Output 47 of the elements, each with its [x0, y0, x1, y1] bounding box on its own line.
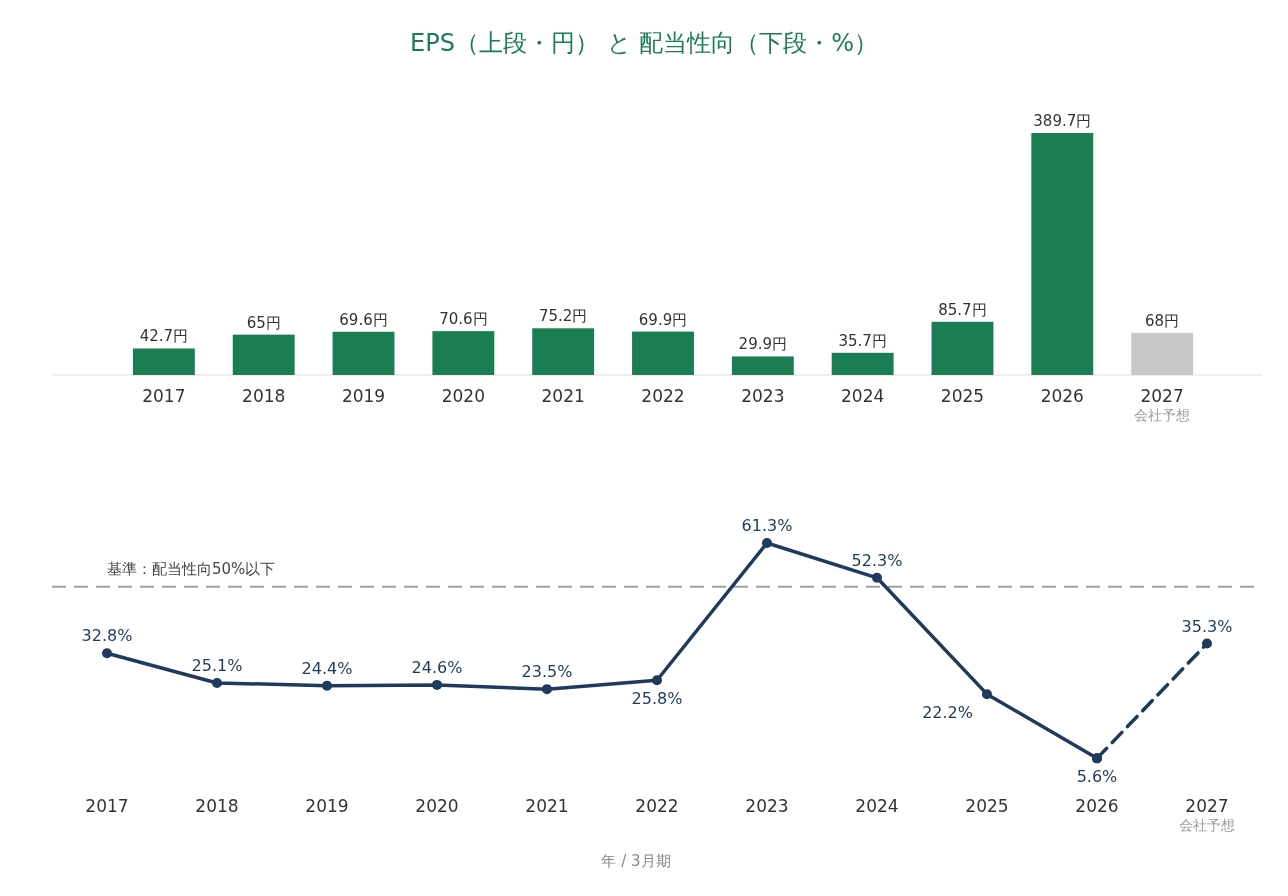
- x-tick-label: 2021: [525, 796, 569, 816]
- data-label: 69.6円: [339, 310, 388, 329]
- data-label: 32.8%: [81, 626, 133, 646]
- data-label: 42.7円: [139, 327, 189, 346]
- x-tick-label: 2019: [341, 386, 386, 406]
- x-tick-label: 2018: [242, 386, 286, 406]
- x-tick-label: 2020: [415, 796, 459, 816]
- data-label: 22.2%: [922, 703, 973, 723]
- x-tick-label: 2017: [85, 796, 129, 816]
- data-label: 85.7円: [938, 300, 987, 319]
- x-tick-label: 2024: [855, 796, 899, 816]
- data-label: 35.7円: [838, 331, 887, 350]
- x-tick-label: 2027 会社予想: [1134, 386, 1191, 423]
- x-tick-label: 2025: [965, 796, 1009, 816]
- x-tick-label: 2017: [142, 386, 186, 406]
- data-label: 389.7円: [1033, 112, 1092, 130]
- x-tick-label: 2026: [1075, 796, 1119, 816]
- chart-title: EPS（上段・円） と 配当性向（下段・%）: [410, 29, 878, 57]
- x-tick-label: 2023: [741, 386, 785, 406]
- data-label: 5.6%: [1076, 767, 1118, 787]
- x-tick-label: 2022: [641, 386, 685, 406]
- data-label: 52.3%: [851, 550, 903, 570]
- x-tick-label: 2021: [541, 386, 585, 406]
- x-axis-title: 年 / 3月期: [601, 852, 671, 870]
- x-tick-label: 2027 会社予想: [1179, 796, 1235, 833]
- x-tick-label: 2020: [441, 386, 485, 406]
- data-label: 29.9円: [738, 335, 788, 354]
- x-tick-label: 2025: [940, 386, 985, 406]
- data-label: 24.4%: [301, 658, 353, 678]
- x-tick-label: 2018: [195, 796, 239, 816]
- data-label: 25.8%: [631, 689, 683, 709]
- x-tick-label: 2023: [745, 796, 789, 816]
- data-label: 69.9円: [638, 310, 688, 329]
- data-label: 61.3%: [741, 516, 793, 535]
- x-tick-label: 2019: [305, 796, 349, 816]
- data-label: 65円: [246, 313, 281, 332]
- data-label: 24.6%: [411, 657, 463, 677]
- data-label: 35.3%: [1181, 616, 1233, 636]
- x-tick-label: 2024: [841, 386, 885, 406]
- data-label: 75.2円: [538, 307, 588, 326]
- data-label: 25.1%: [191, 655, 243, 675]
- data-label: 23.5%: [521, 662, 573, 682]
- data-label: 68円: [1145, 311, 1180, 330]
- data-label: 70.6円: [439, 310, 488, 329]
- x-tick-label: 2026: [1040, 386, 1084, 406]
- ref-line-label: 基準：配当性向50%以下: [107, 559, 276, 578]
- x-tick-label: 2022: [635, 796, 679, 816]
